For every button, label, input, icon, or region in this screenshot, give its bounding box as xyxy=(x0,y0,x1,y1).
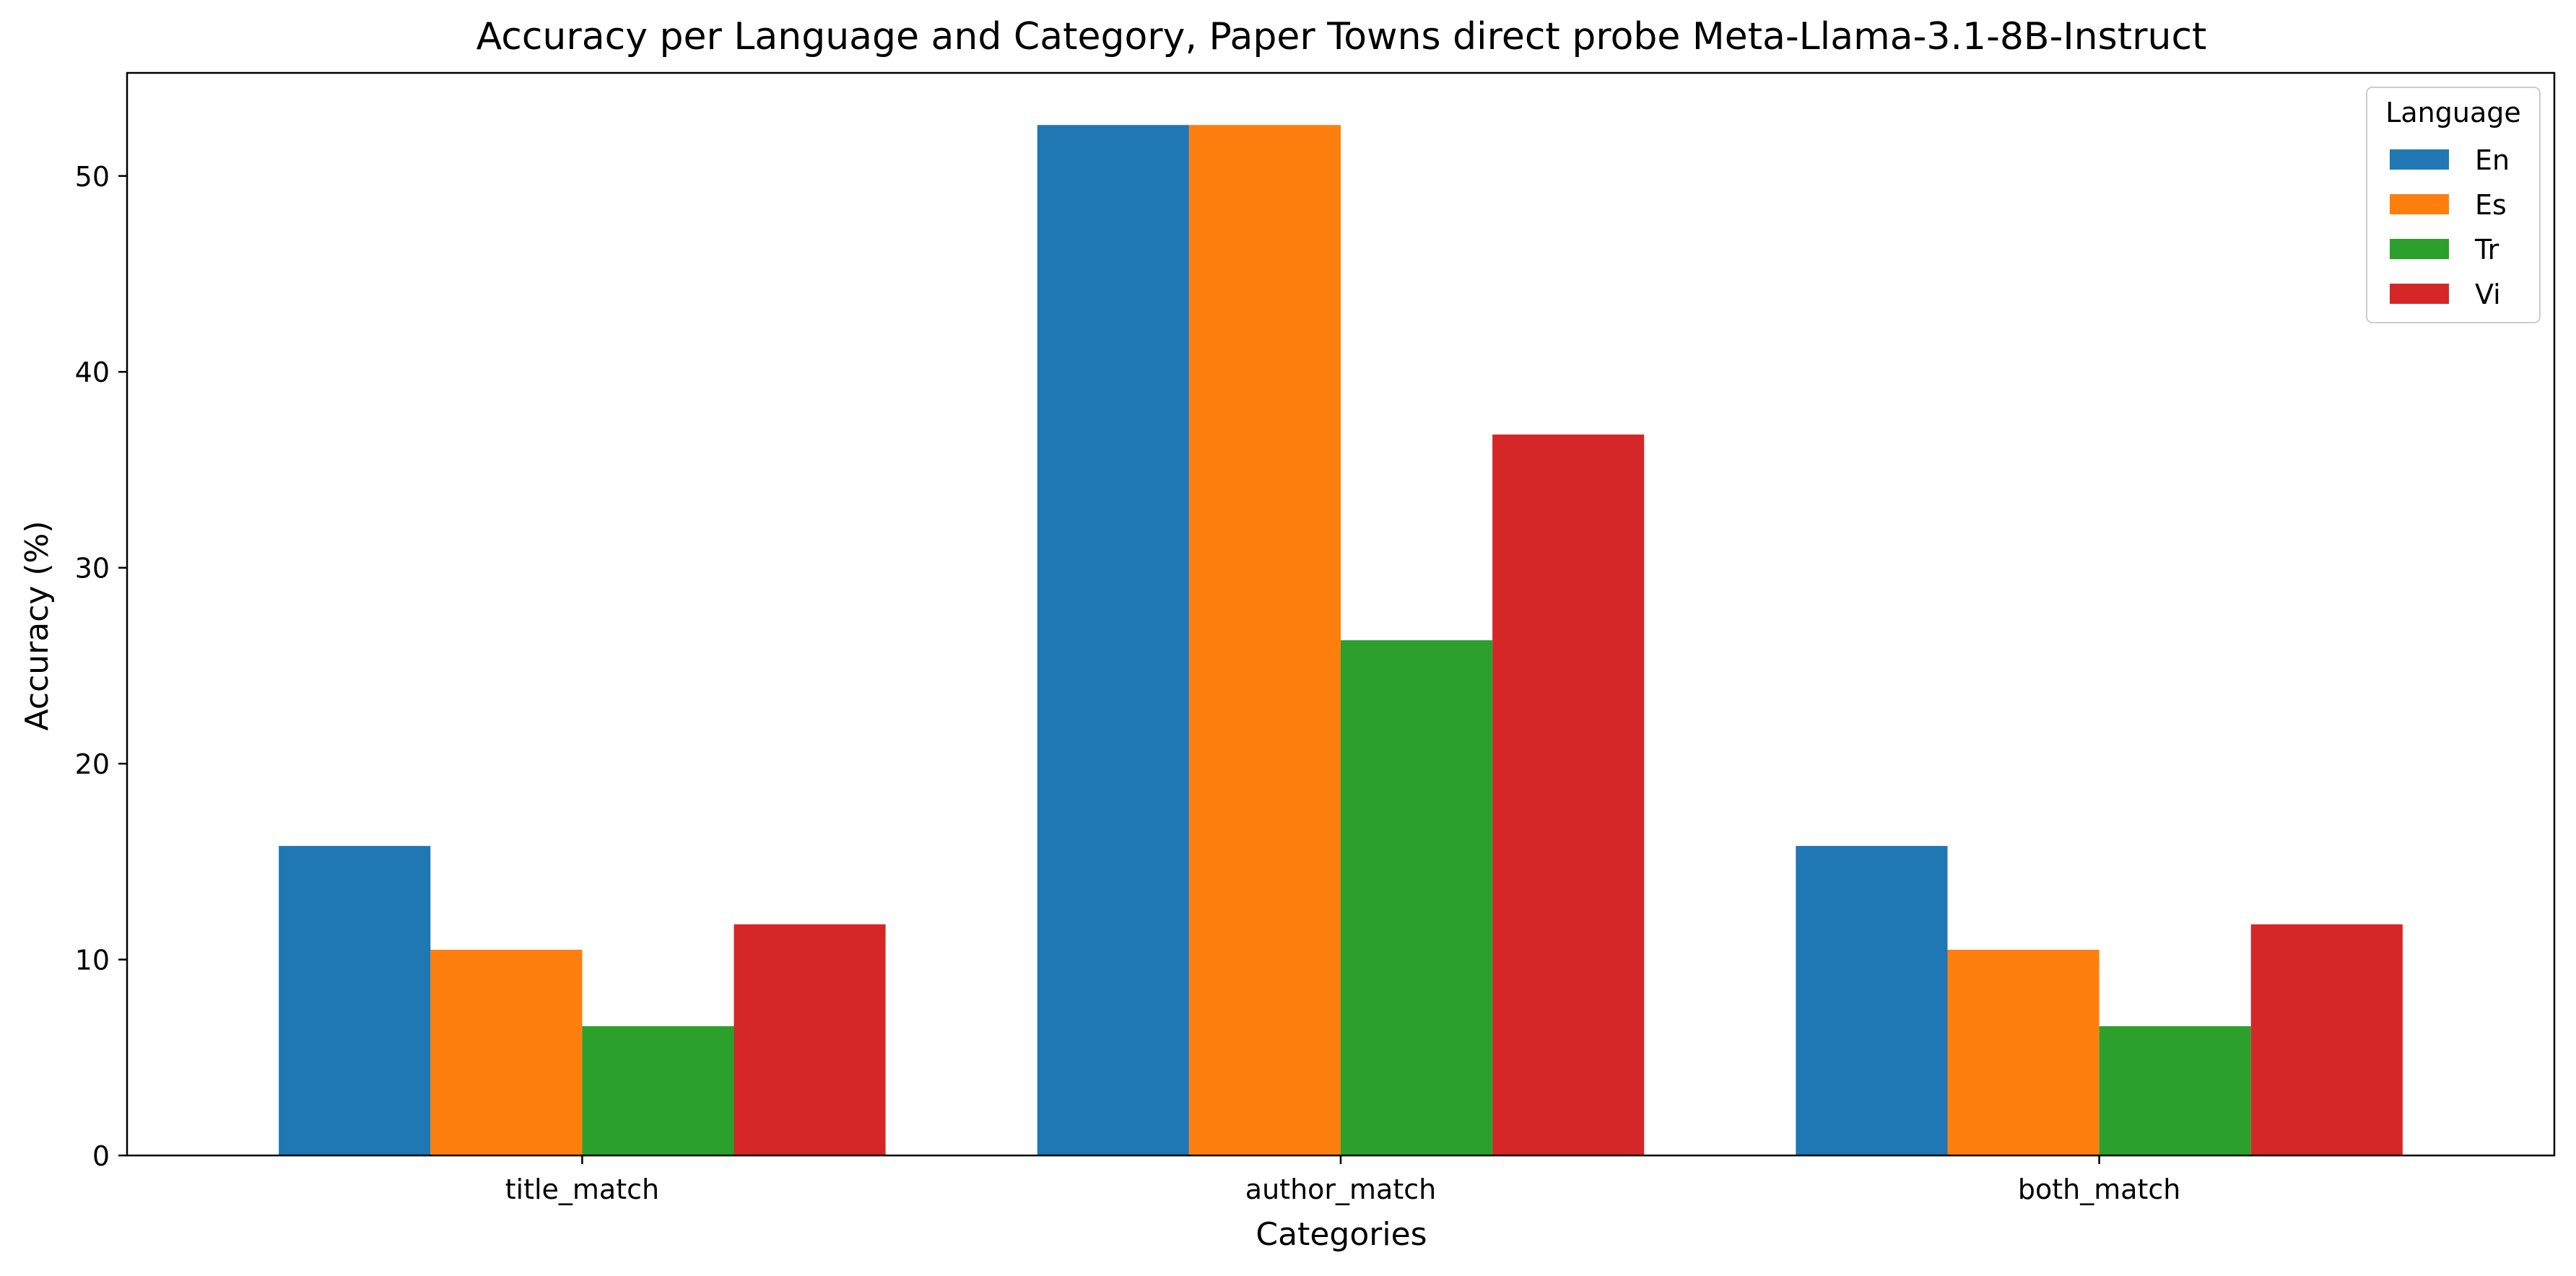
y-tick-label: 50 xyxy=(75,161,110,193)
y-axis-label: Accuracy (%) xyxy=(19,520,56,730)
bar-es-both_match xyxy=(1947,949,2099,1155)
legend-label-es: Es xyxy=(2475,189,2507,221)
legend-title: Language xyxy=(2385,97,2521,128)
y-tick-label: 20 xyxy=(75,748,110,780)
y-tick-label: 40 xyxy=(75,357,110,388)
bar-vi-title_match xyxy=(734,924,886,1155)
bar-en-both_match xyxy=(1796,846,1948,1155)
legend-label-tr: Tr xyxy=(2474,234,2499,266)
y-tick-label: 0 xyxy=(92,1140,110,1172)
x-axis-label: Categories xyxy=(1256,1216,1427,1253)
bar-es-title_match xyxy=(430,949,583,1155)
y-tick-label: 10 xyxy=(75,945,110,976)
legend-swatch-en xyxy=(2390,149,2449,170)
legend-swatch-es xyxy=(2390,194,2449,214)
x-tick-label-title_match: title_match xyxy=(505,1174,659,1205)
bar-tr-author_match xyxy=(1341,640,1493,1155)
bar-en-author_match xyxy=(1037,125,1189,1156)
x-tick-label-author_match: author_match xyxy=(1245,1174,1436,1205)
axes-layer: 0 10 20 30 40 50 title_match author_match both_m… xyxy=(75,71,2556,1205)
bar-tr-both_match xyxy=(2099,1026,2251,1155)
bar-en-title_match xyxy=(279,846,431,1155)
bar-vi-both_match xyxy=(2250,924,2403,1155)
legend-label-vi: Vi xyxy=(2475,279,2501,310)
legend-swatch-vi xyxy=(2390,284,2449,304)
y-tick-label: 30 xyxy=(75,553,110,585)
bar-es-author_match xyxy=(1188,125,1341,1156)
legend-swatch-tr xyxy=(2390,239,2449,259)
legend: Language En Es Tr Vi xyxy=(2366,87,2541,323)
chart-title: Accuracy per Language and Category, Pape… xyxy=(477,15,2207,58)
bar-tr-title_match xyxy=(582,1026,734,1155)
legend-label-en: En xyxy=(2475,144,2510,176)
x-tick-label-both_match: both_match xyxy=(2018,1174,2181,1205)
bars-layer xyxy=(279,125,2403,1156)
legend-frame xyxy=(2366,87,2541,323)
bar-vi-author_match xyxy=(1492,434,1645,1155)
